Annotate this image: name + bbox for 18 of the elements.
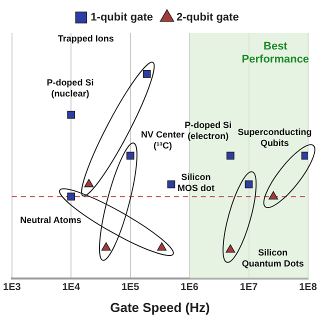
x-tick-label: 1E7 xyxy=(240,282,258,294)
x-tick-label: 1E4 xyxy=(62,282,80,294)
x-tick-label: 1E8 xyxy=(299,282,318,294)
annotation: Silicon MOS dot xyxy=(178,172,215,193)
annotation: Superconducting Qubits xyxy=(238,126,312,148)
legend-label: 1-qubit gate xyxy=(90,12,154,24)
annotation: NV Center (¹³C) xyxy=(140,129,185,150)
annotation: Neutral Atoms xyxy=(20,215,82,226)
legend-label: 2-qubit gate xyxy=(176,12,239,24)
annotation: P-doped Si (nuclear) xyxy=(46,77,94,98)
x-tick-label: 1E6 xyxy=(180,282,199,294)
annotation: Silicon Quantum Dots xyxy=(242,247,304,268)
annotation: P-doped Si (electron) xyxy=(184,120,232,141)
x-tick-label: 1E3 xyxy=(3,282,22,294)
band-label: Best Performance xyxy=(242,40,310,66)
x-axis-title: Gate Speed (Hz) xyxy=(110,300,210,315)
text: Trapped Ions xyxy=(58,33,114,44)
x-tick-label: 1E5 xyxy=(121,282,140,294)
